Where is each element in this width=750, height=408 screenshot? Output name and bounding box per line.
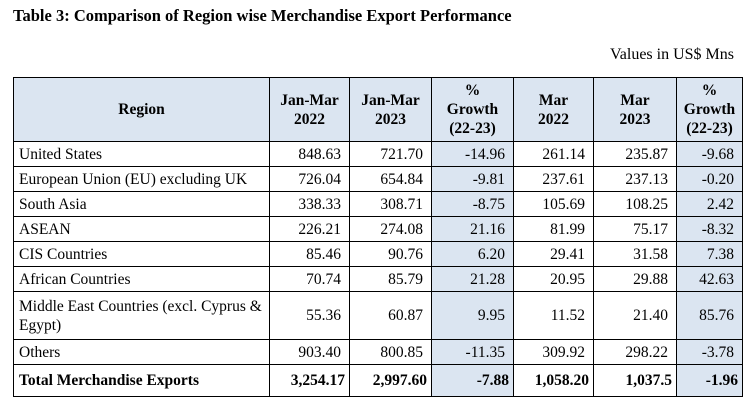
total-label-cell: Total Merchandise Exports: [13, 364, 270, 397]
region-cell: CIS Countries: [13, 241, 270, 267]
jan-mar-2022-cell: 726.04: [269, 166, 350, 192]
mar-2022-cell: 81.99: [513, 216, 594, 242]
growth-mar-cell: -3.78: [676, 339, 743, 365]
growth-mar-cell: -9.68: [676, 141, 743, 167]
table-row: United States 848.63 721.70 -14.96 261.1…: [13, 141, 743, 167]
header-line: (22-23): [449, 120, 496, 137]
mar-2022-cell: 11.52: [513, 291, 594, 340]
jan-mar-2023-cell: 800.85: [349, 339, 432, 365]
jan-mar-2023-cell: 308.71: [349, 191, 432, 217]
header-growth-jan-mar: % Growth (22-23): [431, 77, 514, 142]
region-cell: ASEAN: [13, 216, 270, 242]
header-line: (22-23): [686, 120, 733, 137]
total-jan-mar-2022-cell: 3,254.17: [269, 364, 350, 397]
growth-mar-cell: -8.32: [676, 216, 743, 242]
header-line: 2022: [538, 110, 569, 128]
mar-2023-cell: 21.40: [593, 291, 677, 340]
growth-mar-cell: 7.38: [676, 241, 743, 267]
total-mar-2022-cell: 1,058.20: [513, 364, 594, 397]
growth-jan-mar-cell: 9.95: [431, 291, 514, 340]
header-line: 2023: [619, 110, 651, 128]
jan-mar-2022-cell: 848.63: [269, 141, 350, 167]
region-cell: United States: [13, 141, 270, 167]
header-row: Region Jan-Mar 2022 Jan-Mar 2023 % Growt…: [13, 77, 743, 142]
mar-2022-cell: 261.14: [513, 141, 594, 167]
header-line: 2023: [375, 110, 406, 128]
growth-mar-cell: 85.76: [676, 291, 743, 340]
header-line: %: [701, 82, 718, 99]
table-title: Table 3: Comparison of Region wise Merch…: [13, 6, 512, 25]
table-row: CIS Countries 85.46 90.76 6.20 29.41 31.…: [13, 241, 743, 267]
mar-2023-cell: 235.87: [593, 141, 677, 167]
total-growth-jan-mar-cell: -7.88: [431, 364, 514, 397]
region-cell: Others: [13, 339, 270, 365]
header-line: Growth: [446, 101, 499, 118]
mar-2023-cell: 108.25: [593, 191, 677, 217]
table-row: South Asia 338.33 308.71 -8.75 105.69 10…: [13, 191, 743, 217]
header-line: 2022: [294, 110, 325, 128]
mar-2023-cell: 31.58: [593, 241, 677, 267]
jan-mar-2023-cell: 60.87: [349, 291, 432, 340]
growth-jan-mar-cell: -9.81: [431, 166, 514, 192]
mar-2023-cell: 75.17: [593, 216, 677, 242]
header-region-label: Region: [118, 101, 165, 118]
mar-2023-cell: 237.13: [593, 166, 677, 192]
header-jan-mar-2023: Jan-Mar 2023: [349, 77, 432, 142]
mar-2022-cell: 237.61: [513, 166, 594, 192]
mar-2022-cell: 29.41: [513, 241, 594, 267]
mar-2022-cell: 105.69: [513, 191, 594, 217]
jan-mar-2022-cell: 85.46: [269, 241, 350, 267]
growth-jan-mar-cell: 21.16: [431, 216, 514, 242]
header-growth-mar: % Growth (22-23): [676, 77, 743, 142]
jan-mar-2023-cell: 274.08: [349, 216, 432, 242]
region-cell: African Countries: [13, 266, 270, 292]
jan-mar-2023-cell: 90.76: [349, 241, 432, 267]
total-growth-mar-cell: -1.96: [676, 364, 743, 397]
total-jan-mar-2023-cell: 2,997.60: [349, 364, 432, 397]
units-note: Values in US$ Mns: [609, 46, 734, 63]
region-cell: South Asia: [13, 191, 270, 217]
growth-mar-cell: 42.63: [676, 266, 743, 292]
growth-mar-cell: 2.42: [676, 191, 743, 217]
header-line: Mar: [538, 91, 569, 109]
growth-jan-mar-cell: 21.28: [431, 266, 514, 292]
region-cell: Middle East Countries (excl. Cyprus & Eg…: [13, 291, 270, 340]
mar-2022-cell: 309.92: [513, 339, 594, 365]
header-line: Jan-Mar: [280, 91, 339, 109]
header-jan-mar-2022: Jan-Mar 2022: [269, 77, 350, 142]
growth-jan-mar-cell: -14.96: [431, 141, 514, 167]
jan-mar-2023-cell: 85.79: [349, 266, 432, 292]
header-line: Mar: [620, 91, 650, 109]
growth-mar-cell: -0.20: [676, 166, 743, 192]
table-row: Middle East Countries (excl. Cyprus & Eg…: [13, 291, 743, 340]
growth-jan-mar-cell: -8.75: [431, 191, 514, 217]
header-region: Region: [13, 77, 270, 142]
jan-mar-2023-cell: 721.70: [349, 141, 432, 167]
jan-mar-2022-cell: 55.36: [269, 291, 350, 340]
header-line: %: [464, 82, 481, 99]
jan-mar-2022-cell: 903.40: [269, 339, 350, 365]
jan-mar-2023-cell: 654.84: [349, 166, 432, 192]
table-row: ASEAN 226.21 274.08 21.16 81.99 75.17 -8…: [13, 216, 743, 242]
table-row: European Union (EU) excluding UK 726.04 …: [13, 166, 743, 192]
jan-mar-2022-cell: 226.21: [269, 216, 350, 242]
growth-jan-mar-cell: 6.20: [431, 241, 514, 267]
jan-mar-2022-cell: 70.74: [269, 266, 350, 292]
table-row: Others 903.40 800.85 -11.35 309.92 298.2…: [13, 339, 743, 365]
header-mar-2022: Mar 2022: [513, 77, 594, 142]
jan-mar-2022-cell: 338.33: [269, 191, 350, 217]
mar-2022-cell: 20.95: [513, 266, 594, 292]
header-line: Growth: [683, 101, 736, 118]
header-mar-2023: Mar 2023: [593, 77, 677, 142]
region-export-table: Region Jan-Mar 2022 Jan-Mar 2023 % Growt…: [13, 77, 743, 397]
total-row: Total Merchandise Exports 3,254.17 2,997…: [13, 364, 743, 397]
mar-2023-cell: 29.88: [593, 266, 677, 292]
total-mar-2023-cell: 1,037.5: [593, 364, 677, 397]
mar-2023-cell: 298.22: [593, 339, 677, 365]
region-cell: European Union (EU) excluding UK: [13, 166, 270, 192]
table-row: African Countries 70.74 85.79 21.28 20.9…: [13, 266, 743, 292]
growth-jan-mar-cell: -11.35: [431, 339, 514, 365]
header-line: Jan-Mar: [361, 91, 420, 109]
